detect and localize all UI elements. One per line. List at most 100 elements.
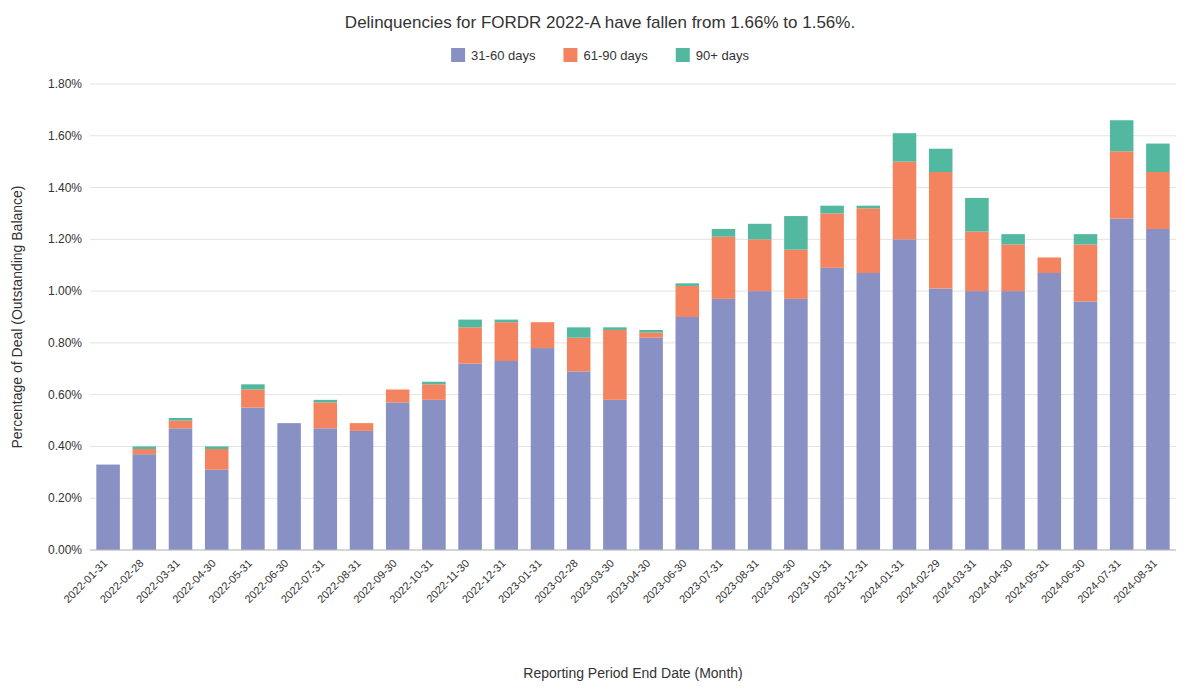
bar-segment — [531, 322, 555, 323]
bar-segment — [422, 384, 446, 400]
bar-segment — [567, 371, 591, 550]
bar-segment — [386, 389, 410, 390]
bar-segment — [277, 423, 301, 424]
bar-segment — [965, 198, 989, 232]
grid-line — [90, 550, 1176, 551]
chart-title: Delinquencies for FORDR 2022-A have fall… — [345, 13, 855, 32]
bar-segment — [531, 348, 555, 550]
legend-label: 61-90 days — [583, 48, 648, 63]
legend-label: 31-60 days — [471, 48, 536, 63]
bar-segment — [929, 172, 953, 289]
bar-segment — [1146, 144, 1170, 172]
bar-segment — [531, 322, 555, 348]
y-tick-label: 1.00% — [48, 284, 82, 298]
bar-segment — [169, 418, 193, 421]
bar-segment — [386, 389, 410, 402]
bar-segment — [639, 333, 663, 338]
grid-line — [90, 84, 1176, 85]
bar-segment — [748, 239, 772, 291]
legend-item: 61-90 days — [563, 48, 648, 63]
legend: 31-60 days 61-90 days 90+ days — [451, 48, 749, 63]
bar-segment — [893, 239, 917, 550]
bar-segment — [386, 402, 410, 550]
bar-segment — [639, 338, 663, 550]
bar-segment — [567, 327, 591, 337]
bar-segment — [603, 400, 627, 550]
series — [133, 120, 1170, 449]
bar-segment — [1074, 245, 1098, 302]
legend-swatch — [563, 48, 577, 62]
bar-segment — [1146, 172, 1170, 229]
bar-segment — [820, 206, 844, 214]
bar-segment — [314, 400, 338, 403]
bar-segment — [857, 273, 881, 550]
bar-segment — [205, 449, 229, 470]
bar-segment — [205, 470, 229, 550]
bar-segment — [133, 449, 157, 454]
bar-segment — [1110, 151, 1134, 218]
bar-segment — [350, 423, 374, 424]
bar-segment — [458, 320, 482, 328]
grid-line — [90, 187, 1176, 188]
legend-label: 90+ days — [696, 48, 750, 63]
bar-segment — [314, 428, 338, 550]
bar-segment — [350, 431, 374, 550]
bar-segment — [277, 423, 301, 424]
y-tick-label: 0.20% — [48, 491, 82, 505]
bar-segment — [567, 338, 591, 372]
bar-segment — [1110, 120, 1134, 151]
y-tick-label: 1.60% — [48, 129, 82, 143]
legend-item: 31-60 days — [451, 48, 536, 63]
bar-segment — [929, 289, 953, 550]
bar-segment — [422, 382, 446, 385]
bar-segment — [133, 454, 157, 550]
bar-segment — [1146, 229, 1170, 550]
legend-item: 90+ days — [676, 48, 750, 63]
bar-segment — [1038, 273, 1062, 550]
x-axis-line — [90, 550, 1176, 551]
bar-segment — [133, 446, 157, 449]
bar-segment — [241, 384, 265, 389]
bar-segment — [712, 237, 736, 299]
bar-segment — [422, 400, 446, 550]
series — [133, 151, 1170, 469]
bar-segment — [965, 232, 989, 292]
bar-segment — [1074, 301, 1098, 550]
y-axis-title: Percentage of Deal (Outstanding Balance) — [9, 185, 25, 448]
x-axis-title: Reporting Period End Date (Month) — [523, 665, 742, 681]
y-tick-label: 1.20% — [48, 232, 82, 246]
bars — [96, 120, 1169, 550]
bar-segment — [603, 330, 627, 400]
bar-segment — [676, 317, 700, 550]
bar-segment — [1110, 219, 1134, 550]
bar-segment — [857, 206, 881, 209]
legend-swatch — [451, 48, 465, 62]
y-tick-label: 0.00% — [48, 543, 82, 557]
bar-segment — [603, 327, 627, 330]
chart: 0.00%0.20%0.40%0.60%0.80%1.00%1.20%1.40%… — [0, 0, 1200, 700]
bar-segment — [820, 213, 844, 267]
bar-segment — [495, 361, 519, 550]
bar-segment — [96, 464, 120, 465]
y-tick-label: 1.40% — [48, 181, 82, 195]
bar-segment — [495, 322, 519, 361]
bar-segment — [495, 320, 519, 323]
bar-segment — [676, 283, 700, 286]
bar-segment — [929, 149, 953, 172]
bar-segment — [1001, 245, 1025, 292]
bar-segment — [169, 428, 193, 550]
bar-segment — [748, 291, 772, 550]
bar-segment — [639, 330, 663, 333]
bar-segment — [205, 446, 229, 449]
bar-segment — [820, 268, 844, 550]
bar-segment — [712, 229, 736, 237]
bar-segment — [1038, 257, 1062, 258]
bar-segment — [1074, 234, 1098, 244]
bar-segment — [784, 216, 808, 250]
y-tick-label: 0.80% — [48, 336, 82, 350]
bar-segment — [857, 208, 881, 273]
y-grid — [90, 84, 1176, 550]
bar-segment — [458, 327, 482, 363]
bar-segment — [458, 364, 482, 550]
bar-segment — [96, 465, 120, 550]
